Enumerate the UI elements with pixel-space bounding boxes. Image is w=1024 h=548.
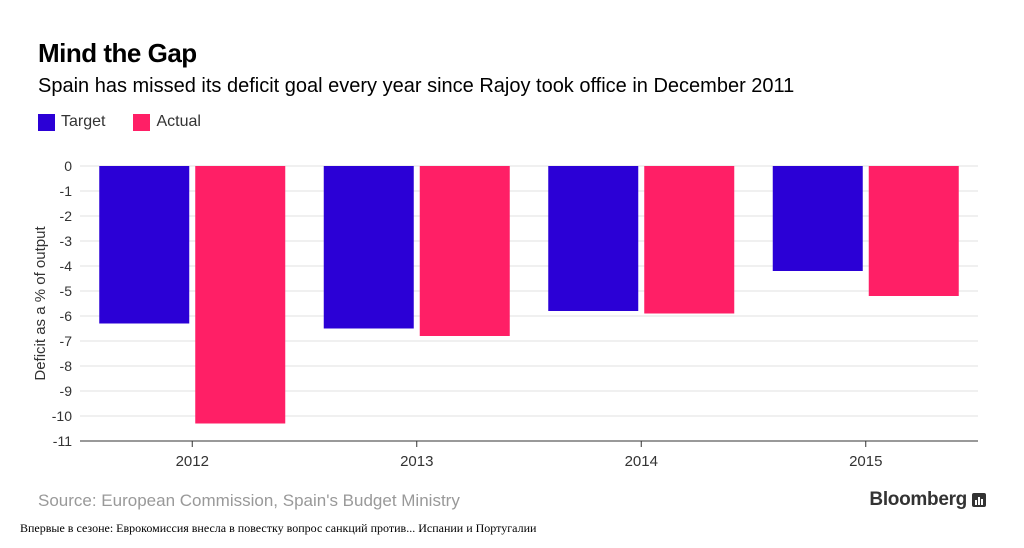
x-tick-label: 2015: [849, 453, 882, 470]
y-tick-label: -4: [60, 258, 73, 274]
chart-subtitle: Spain has missed its deficit goal every …: [38, 75, 795, 97]
legend-item-actual: Actual: [133, 113, 201, 131]
source-note: Source: European Commission, Spain's Bud…: [38, 491, 460, 510]
y-tick-label: -11: [53, 433, 72, 449]
legend-item-target: Target: [38, 113, 105, 131]
y-tick-label: -2: [60, 208, 73, 224]
y-tick-label: -5: [60, 283, 73, 299]
y-tick-label: -3: [60, 233, 73, 249]
chart-title: Mind the Gap: [38, 38, 197, 68]
bar-chart-icon: [972, 493, 986, 507]
bar-target-2014: [548, 166, 639, 311]
bar-chart: 0 -1 -2 -3 -4 -5 -6 -7 -8 -9 -10 -11 Deficit as a % …: [32, 158, 978, 470]
bar-actual-2015: [868, 166, 959, 296]
legend-label-actual: Actual: [156, 113, 201, 130]
legend-label-target: Target: [61, 113, 106, 130]
y-axis-label: Deficit as a % of output: [32, 226, 49, 381]
brand-name: Bloomberg: [869, 489, 967, 510]
x-tick-label: 2014: [625, 453, 658, 470]
y-tick-label: -7: [60, 333, 73, 349]
legend-swatch-actual: [133, 113, 151, 131]
page-caption: Впервые в сезоне: Еврокомиссия внесла в …: [20, 521, 537, 535]
bar-target-2012: [99, 166, 190, 324]
y-tick-label: -9: [60, 383, 73, 399]
y-tick-label: -8: [60, 358, 73, 374]
legend-swatch-target: [38, 113, 55, 131]
x-tick-label: 2013: [400, 453, 433, 470]
bar-actual-2012: [195, 166, 286, 424]
bar-actual-2014: [644, 166, 735, 314]
bar-target-2015: [772, 166, 863, 271]
x-tick-label: 2012: [176, 453, 209, 470]
brand-logo: Bloomberg: [869, 489, 986, 511]
legend: Target Actual: [38, 113, 229, 131]
y-tick-label: -10: [52, 408, 72, 424]
bar-actual-2013: [419, 166, 510, 336]
y-tick-label: -1: [60, 183, 73, 199]
y-tick-label: 0: [64, 158, 72, 174]
y-tick-label: -6: [60, 308, 73, 324]
bar-target-2013: [323, 166, 414, 329]
